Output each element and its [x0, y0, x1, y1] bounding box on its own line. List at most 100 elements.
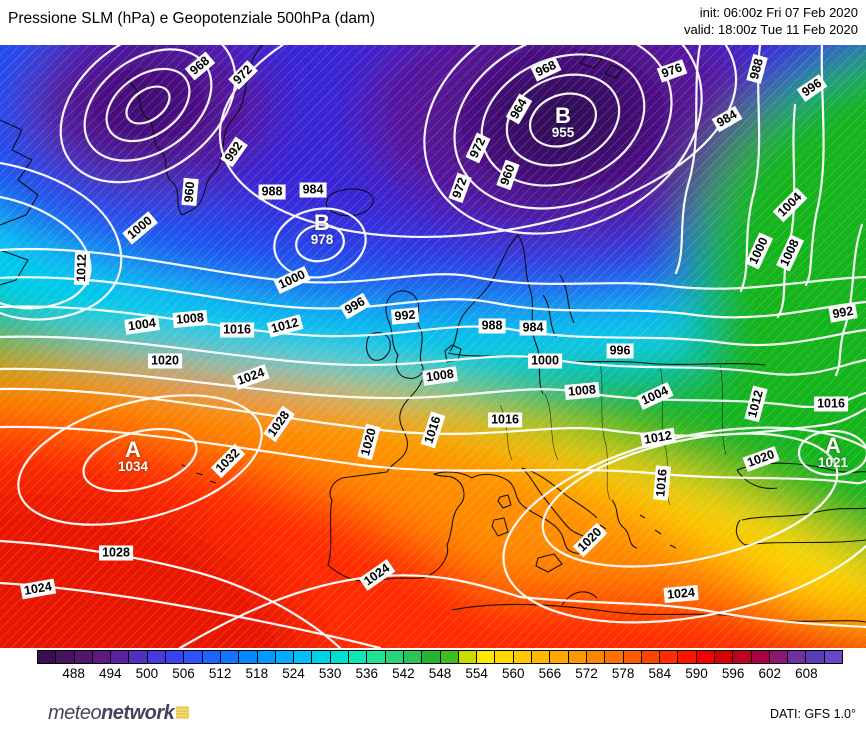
colorbar-cell: [440, 651, 459, 663]
isobar-value-label: 960: [496, 159, 520, 191]
colorbar-tick-label: 536: [355, 666, 378, 681]
colorbar-cell: [769, 651, 789, 663]
isobar-value-label: 1016: [488, 412, 522, 428]
pressure-center-letter: A: [125, 437, 141, 462]
colorbar-cell: [623, 651, 642, 663]
pressure-center-high: A 1034: [117, 437, 149, 474]
init-time: init: 06:00z Fri 07 Feb 2020: [699, 5, 858, 20]
isobar-value-label: 972: [448, 172, 472, 204]
colorbar-cell: [166, 651, 185, 663]
colorbar-tick-labels: 488 494 500 506 512 518 524 530 536 542 548 554 560 5…: [37, 666, 843, 686]
colorbar-cell: [495, 651, 514, 663]
colorbar-cell: [56, 651, 75, 663]
isobar-value-label: 1020: [148, 353, 182, 369]
colorbar-tick-label: 572: [575, 666, 598, 681]
pressure-center-low: B 978: [310, 210, 334, 247]
isobar-value-label: 1028: [263, 405, 295, 443]
colorbar-cell: [532, 651, 551, 663]
isobar-value-label: 1024: [663, 585, 699, 603]
isobar-value-label: 1012: [73, 250, 91, 286]
colorbar-cell: [586, 651, 606, 663]
colorbar-tick-label: 500: [135, 666, 159, 681]
colorbar-cell: [330, 651, 350, 663]
colorbar-cell: [714, 651, 734, 663]
colorbar-tick-label: 530: [318, 666, 342, 681]
colorbar-cell: [275, 651, 295, 663]
colorbar-tick-label: 578: [611, 666, 635, 681]
colorbar-tick-label: 608: [795, 666, 818, 681]
colorbar-cell: [550, 651, 569, 663]
isobar-value-label: 1004: [636, 382, 674, 410]
weather-field-svg: [0, 45, 866, 648]
isobar-value-label: 1004: [772, 187, 808, 223]
colorbar-tick-label: 506: [172, 666, 195, 681]
isobar-value-label: 1028: [99, 545, 133, 561]
colorbar-cell: [458, 651, 478, 663]
isobar-value-label: 1024: [20, 578, 56, 600]
isobar-value-label: 988: [746, 54, 768, 84]
colorbar-tick-label: 542: [392, 666, 415, 681]
colorbar-cell: [367, 651, 386, 663]
logo-text-network: network: [101, 702, 175, 724]
isobar-value-label: 1016: [814, 396, 848, 412]
colorbar-cell: [147, 651, 167, 663]
isobar-value-label: 1032: [210, 443, 246, 479]
isobar-value-label: 988: [258, 184, 286, 200]
isobar-value-label: 1008: [422, 366, 458, 386]
colorbar-tick-label: 494: [99, 666, 122, 681]
isobar-value-label: 1024: [358, 559, 396, 591]
pressure-center-value: 955: [551, 125, 575, 140]
meteonetwork-logo: meteonetwork: [48, 702, 190, 725]
footer: meteonetwork DATI: GFS 1.0°: [0, 695, 866, 735]
pressure-center-high: A 1021: [818, 435, 848, 470]
colorbar-tick-label: 548: [428, 666, 452, 681]
country-borders: [499, 362, 727, 506]
colorbar-cell: [92, 651, 112, 663]
geopotential-colorbar: 488 494 500 506 512 518 524 530 536 542 548 554 560 5…: [37, 650, 843, 688]
colorbar-cell: [788, 651, 807, 663]
colorbar-cell: [294, 651, 313, 663]
colorbar-cell: [257, 651, 276, 663]
isobar-value-label: 984: [711, 105, 743, 133]
isobar-value-label: 1016: [420, 411, 446, 449]
pressure-center-low: B 955: [551, 103, 575, 140]
model-run-info: init: 06:00z Fri 07 Feb 2020 valid: 18:0…: [684, 4, 858, 38]
page-title: Pressione SLM (hPa) e Geopotenziale 500h…: [8, 10, 376, 27]
colorbar-tick-label: 584: [648, 666, 672, 681]
isobar-value-label: 1000: [528, 353, 562, 369]
colorbar-cell: [349, 651, 368, 663]
colorbar-cell: [184, 651, 203, 663]
colorbar-cell: [385, 651, 404, 663]
isobar-value-label: 1004: [124, 315, 160, 335]
isobar-value-label: 1016: [220, 322, 254, 338]
colorbar-cell: [239, 651, 258, 663]
pressure-center-value: 978: [310, 232, 334, 247]
colorbar-tick-label: 512: [208, 666, 232, 681]
colorbar-tick-label: 524: [282, 666, 305, 681]
isobar-value-label: 972: [228, 60, 258, 90]
isobar-labels-layer: 968 972 992 960 988 984 968 964 972 960 972 976 988 9…: [0, 45, 866, 648]
valid-time: valid: 18:00z Tue 11 Feb 2020: [684, 22, 858, 37]
logo-text-meteo: meteo: [48, 702, 102, 724]
colorbar-tick-label: 590: [685, 666, 708, 681]
colorbar-tick-label: 554: [465, 666, 488, 681]
colorbar-cell: [111, 651, 130, 663]
colorbar-cell: [74, 651, 93, 663]
isobar-value-label: 1008: [172, 310, 208, 328]
header: Pressione SLM (hPa) e Geopotenziale 500h…: [0, 0, 866, 45]
isobar-value-label: 1000: [273, 266, 311, 294]
pressure-center-letter: B: [314, 210, 330, 235]
colorbar-cell: [202, 651, 221, 663]
pressure-center-letter: B: [555, 103, 571, 128]
isobar-value-label: 984: [299, 182, 327, 198]
colorbar-cell: [403, 651, 423, 663]
isobar-value-label: 968: [530, 56, 562, 82]
isobar-value-label: 1000: [122, 211, 158, 245]
weather-map: 968 972 992 960 988 984 968 964 972 960 972 976 988 9…: [0, 45, 866, 648]
colorbar-cell: [824, 651, 843, 663]
isobar-value-label: 1016: [653, 465, 671, 501]
pressure-center-value: 1034: [117, 459, 149, 474]
isobar-value-label: 1008: [564, 382, 600, 400]
colorbar-cell: [806, 651, 825, 663]
